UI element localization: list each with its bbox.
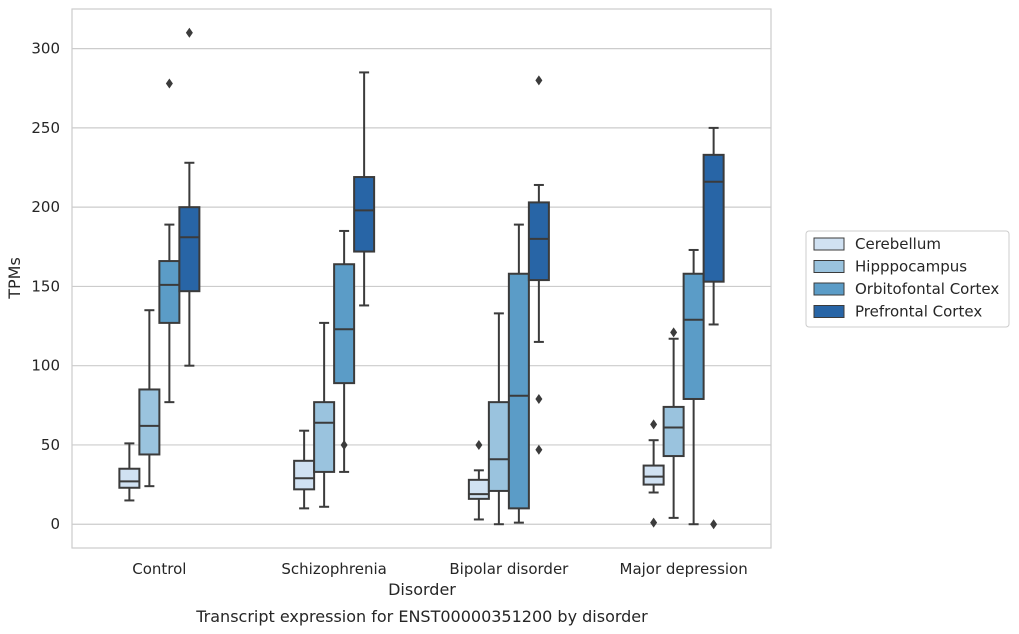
chart-caption: Transcript expression for ENST0000035120… [195, 607, 648, 626]
legend-label: Hipppocampus [855, 258, 967, 276]
box-orbitofontal-cortex [158, 78, 181, 404]
box-body [353, 176, 376, 253]
box-hipppocampus [662, 327, 685, 519]
y-tick-label: 50 [41, 436, 60, 454]
x-tick-label: Major depression [620, 560, 748, 578]
outlier-point [475, 439, 483, 450]
plot-frame [71, 8, 772, 549]
x-tick-label: Schizophrenia [281, 560, 386, 578]
y-tick-label: 150 [31, 277, 60, 295]
legend-swatch [813, 305, 845, 318]
box-orbitofontal-cortex [333, 229, 356, 473]
box-prefrontal-cortex [178, 27, 201, 367]
box-cerebellum [118, 442, 141, 502]
box-body [178, 206, 201, 293]
boxes [118, 27, 725, 530]
legend-swatch [813, 237, 845, 251]
box-hipppocampus [487, 312, 510, 526]
outlier-point [650, 419, 658, 430]
box-body [527, 201, 550, 282]
outlier-point [535, 75, 543, 86]
y-axis-label: TPMs [5, 257, 24, 300]
box-body [138, 388, 161, 456]
box-orbitofontal-cortex [682, 248, 705, 526]
box-prefrontal-cortex [353, 71, 376, 307]
box-hipppocampus [313, 321, 336, 508]
box-body [467, 478, 490, 500]
x-tick-labels: Control Schizophrenia Bipolar disorder Majo… [132, 560, 747, 578]
legend-swatch [813, 282, 845, 296]
outlier-point [670, 327, 678, 338]
box-body [507, 272, 530, 510]
box-cerebellum [642, 419, 665, 528]
box-body [118, 467, 141, 489]
box-body [642, 464, 665, 486]
legend-label: Prefrontal Cortex [855, 303, 982, 321]
box-body [662, 405, 685, 458]
box-prefrontal-cortex [702, 126, 725, 530]
box-orbitofontal-cortex [507, 223, 530, 524]
y-tick-label: 200 [31, 198, 60, 216]
y-tick-labels: 0 50 100 150 200 250 300 [31, 40, 60, 534]
outlier-point [710, 519, 718, 530]
y-tick-label: 100 [31, 357, 60, 375]
outlier-point [535, 393, 543, 404]
legend-label: Orbitofontal Cortex [855, 280, 999, 298]
y-tick-label: 250 [31, 119, 60, 137]
legend-frame [805, 230, 1010, 328]
box-cerebellum [293, 429, 316, 510]
box-body [333, 263, 356, 385]
y-tick-label: 300 [31, 40, 60, 58]
outlier-point [340, 439, 348, 450]
box-body [682, 272, 705, 400]
legend-swatch [813, 260, 845, 273]
outlier-point [650, 517, 658, 528]
x-tick-label: Control [132, 560, 186, 578]
outlier-point [535, 444, 543, 455]
box-prefrontal-cortex [527, 75, 550, 455]
box-body [702, 153, 725, 283]
box-body [158, 260, 181, 324]
legend-label: Cerebellum [855, 235, 941, 253]
outlier-point [165, 78, 173, 89]
x-tick-label: Bipolar disorder [449, 560, 569, 578]
y-tick-label: 0 [50, 515, 60, 533]
box-body [313, 401, 336, 473]
x-axis-label: Disorder [388, 580, 456, 599]
box-cerebellum [467, 439, 490, 521]
outlier-point [185, 27, 193, 38]
legend: Cerebellum Hipppocampus Orbitofontal Corte… [805, 230, 1010, 328]
box-body [487, 401, 510, 492]
box-body [293, 459, 316, 491]
box-hipppocampus [138, 309, 161, 488]
